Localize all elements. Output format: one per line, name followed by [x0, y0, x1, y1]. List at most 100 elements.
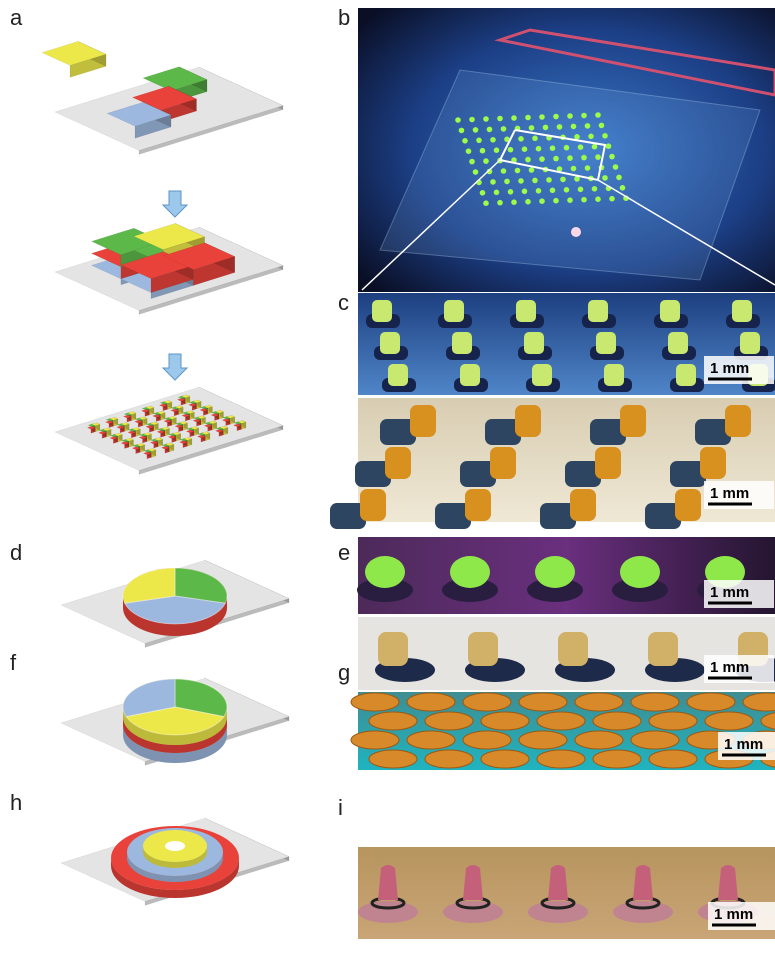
pillar [577, 144, 584, 150]
pie-slice [122, 678, 176, 718]
pillar [497, 199, 503, 206]
block-top [41, 41, 107, 66]
block-top [124, 437, 135, 442]
panel-label: e [338, 540, 350, 565]
pillar [532, 177, 538, 184]
panel-label: f [10, 650, 17, 675]
block-top [127, 411, 137, 415]
artwork: 1 mm 1 mm 1 mm 1 mm 1 mm 1 mm [41, 8, 775, 939]
pillar [424, 749, 474, 769]
cylinder-side [127, 852, 223, 882]
pillar [535, 556, 575, 588]
pillar [630, 730, 680, 750]
pillar [444, 300, 464, 322]
well [380, 419, 416, 445]
block-top [131, 427, 141, 431]
pillar [686, 692, 736, 712]
pillar [563, 144, 570, 151]
block-top [190, 426, 200, 430]
pillar [472, 169, 479, 175]
pillar [595, 196, 601, 202]
pillar [609, 195, 615, 202]
pillar [536, 749, 586, 769]
pillar [480, 749, 530, 769]
well [590, 419, 626, 445]
block-top [226, 415, 236, 419]
pillar [553, 197, 559, 204]
pillar [507, 189, 514, 195]
pie-slice [125, 706, 225, 736]
pillar [539, 156, 545, 162]
pillar [660, 300, 680, 322]
pillar [525, 114, 531, 121]
well [528, 901, 588, 923]
pillar [469, 116, 475, 123]
pillar [514, 167, 521, 174]
pillar [570, 165, 577, 172]
pillar [612, 164, 619, 170]
well [442, 578, 498, 602]
pillar [504, 178, 510, 185]
pillar [462, 138, 468, 144]
pillar [648, 749, 698, 769]
pillar [424, 711, 474, 731]
pillar [462, 730, 512, 750]
labels: a b c d e f g h i [10, 5, 350, 820]
pillar [556, 166, 563, 172]
block-top [154, 437, 164, 441]
pillar [521, 188, 528, 195]
pillar [560, 176, 566, 183]
pillar [602, 133, 608, 139]
block-top [167, 415, 177, 420]
well [695, 419, 731, 445]
pillar [549, 145, 556, 151]
pillar [511, 157, 517, 163]
pillar [388, 364, 408, 386]
block-top [145, 405, 155, 410]
pillar [546, 177, 552, 183]
tube [494, 28, 775, 97]
pillar [406, 730, 456, 750]
well [565, 461, 601, 487]
pillar [609, 153, 615, 160]
pillar [620, 556, 660, 588]
well [540, 503, 576, 529]
pillar [574, 730, 624, 750]
pillar [521, 146, 528, 152]
pillar [567, 155, 573, 161]
pillar [476, 137, 482, 144]
block-top [172, 431, 182, 436]
pillar [742, 692, 775, 712]
pillar [595, 447, 621, 479]
pie-slice [174, 678, 228, 718]
pillar [497, 115, 503, 122]
block-top [91, 422, 101, 427]
well [527, 578, 583, 602]
pillar [406, 692, 456, 712]
well [435, 503, 471, 529]
pillar [511, 115, 517, 121]
block-top [174, 405, 184, 409]
pillar [500, 126, 507, 132]
pillar [549, 187, 556, 194]
well [485, 419, 521, 445]
pillar [620, 405, 646, 437]
pillar [668, 332, 688, 354]
pillar [378, 632, 408, 666]
pie-slice [174, 567, 228, 604]
pillar [577, 186, 584, 193]
cylinder-side [143, 846, 207, 868]
pillar [518, 178, 524, 184]
well [330, 503, 366, 529]
block-top [142, 432, 153, 436]
pillar [556, 124, 563, 130]
block-top [109, 416, 119, 421]
pillar [524, 332, 544, 354]
pillar [648, 711, 698, 731]
pillar [490, 447, 516, 479]
pillar [532, 135, 538, 142]
pillar [605, 143, 612, 149]
block-top [160, 426, 171, 431]
scale-bar-label: 1 mm [714, 906, 753, 923]
block-top [178, 421, 189, 425]
